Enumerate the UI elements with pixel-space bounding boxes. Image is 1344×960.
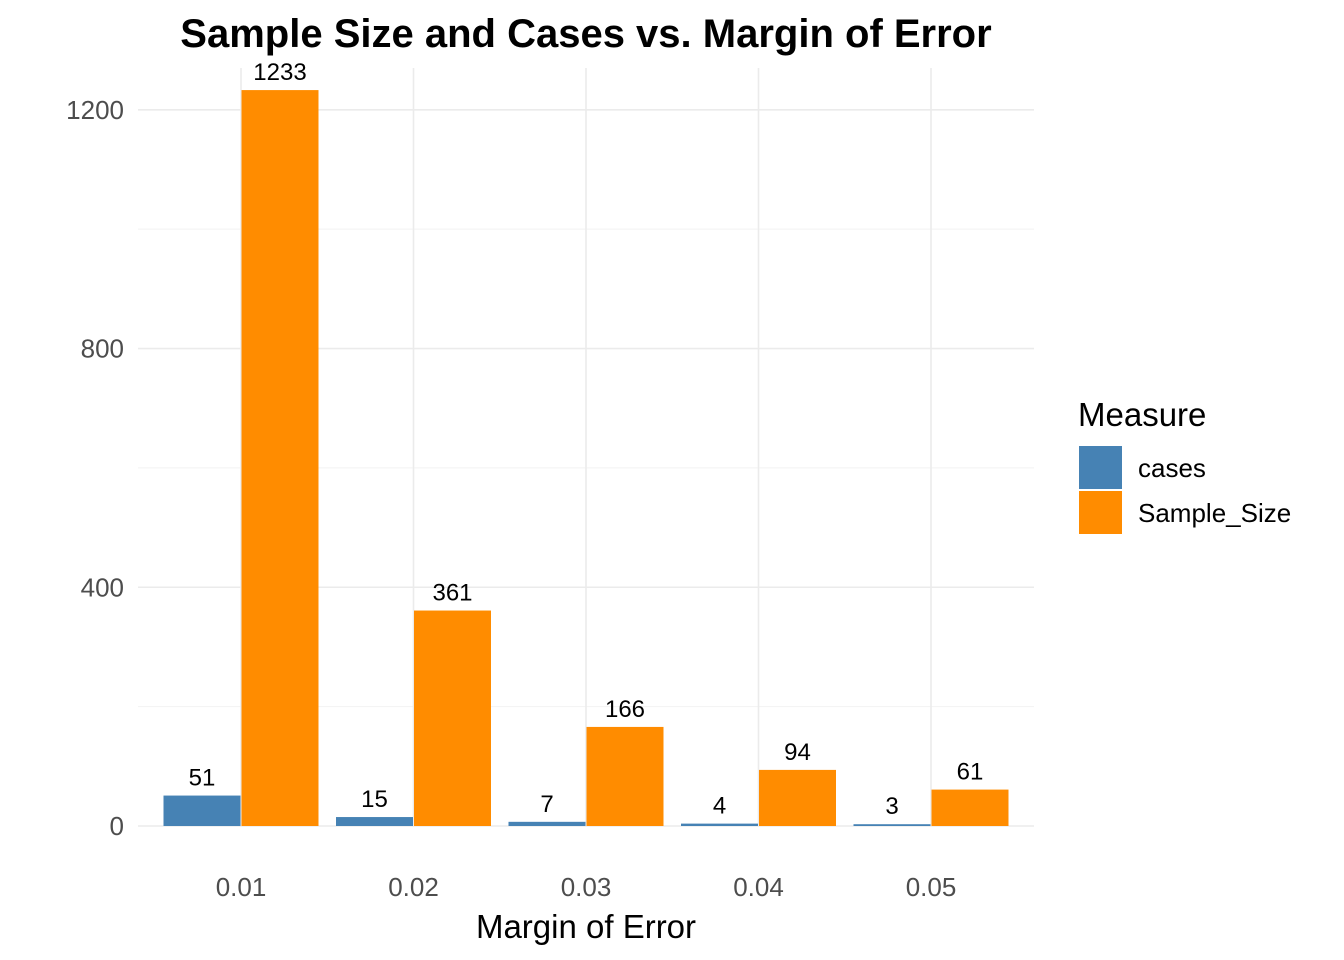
- x-axis-title: Margin of Error: [476, 908, 696, 945]
- x-tick-label: 0.02: [388, 872, 439, 902]
- x-tick-label: 0.01: [216, 872, 267, 902]
- bar-cases: [508, 821, 586, 826]
- bar-cases: [853, 824, 931, 826]
- bars: [163, 90, 1009, 826]
- y-axis-tick-labels: 0 400 800 1200: [66, 95, 124, 841]
- x-tick-label: 0.04: [733, 872, 784, 902]
- bar-sample-size: [586, 726, 664, 826]
- legend-title: Measure: [1078, 396, 1206, 433]
- x-axis-tick-labels: 0.01 0.02 0.03 0.04 0.05: [216, 872, 957, 902]
- legend-label: Sample_Size: [1138, 498, 1291, 528]
- bar-cases: [681, 823, 758, 826]
- chart-title: Sample Size and Cases vs. Margin of Erro…: [180, 12, 991, 56]
- legend-swatch: [1079, 491, 1122, 534]
- data-label: 51: [189, 765, 216, 792]
- y-tick-label: 400: [81, 572, 124, 602]
- data-label: 3: [885, 793, 898, 820]
- bar-cases: [336, 817, 413, 826]
- data-label: 166: [605, 696, 645, 723]
- bar-sample-size: [241, 90, 319, 826]
- legend-swatch: [1079, 446, 1122, 489]
- legend-label: cases: [1138, 453, 1206, 483]
- y-tick-label: 800: [81, 334, 124, 364]
- legend-items: cases Sample_Size: [1079, 446, 1291, 534]
- data-label: 61: [957, 759, 984, 786]
- data-label: 1233: [253, 59, 306, 86]
- y-tick-label: 0: [110, 811, 124, 841]
- data-label: 7: [540, 791, 553, 818]
- legend: Measure cases Sample_Size: [1078, 396, 1291, 534]
- bar-cases: [163, 795, 241, 826]
- x-tick-label: 0.03: [561, 872, 612, 902]
- data-label: 15: [361, 786, 388, 813]
- bar-sample-size: [759, 769, 836, 826]
- bar-sample-size: [931, 789, 1009, 826]
- data-labels: 51 15 7 4 3 1233 361 166 94 61: [189, 59, 984, 820]
- x-tick-label: 0.05: [906, 872, 957, 902]
- y-tick-label: 1200: [66, 95, 124, 125]
- bar-sample-size: [414, 610, 491, 826]
- data-label: 4: [713, 793, 726, 820]
- data-label: 361: [432, 580, 472, 607]
- data-label: 94: [784, 739, 811, 766]
